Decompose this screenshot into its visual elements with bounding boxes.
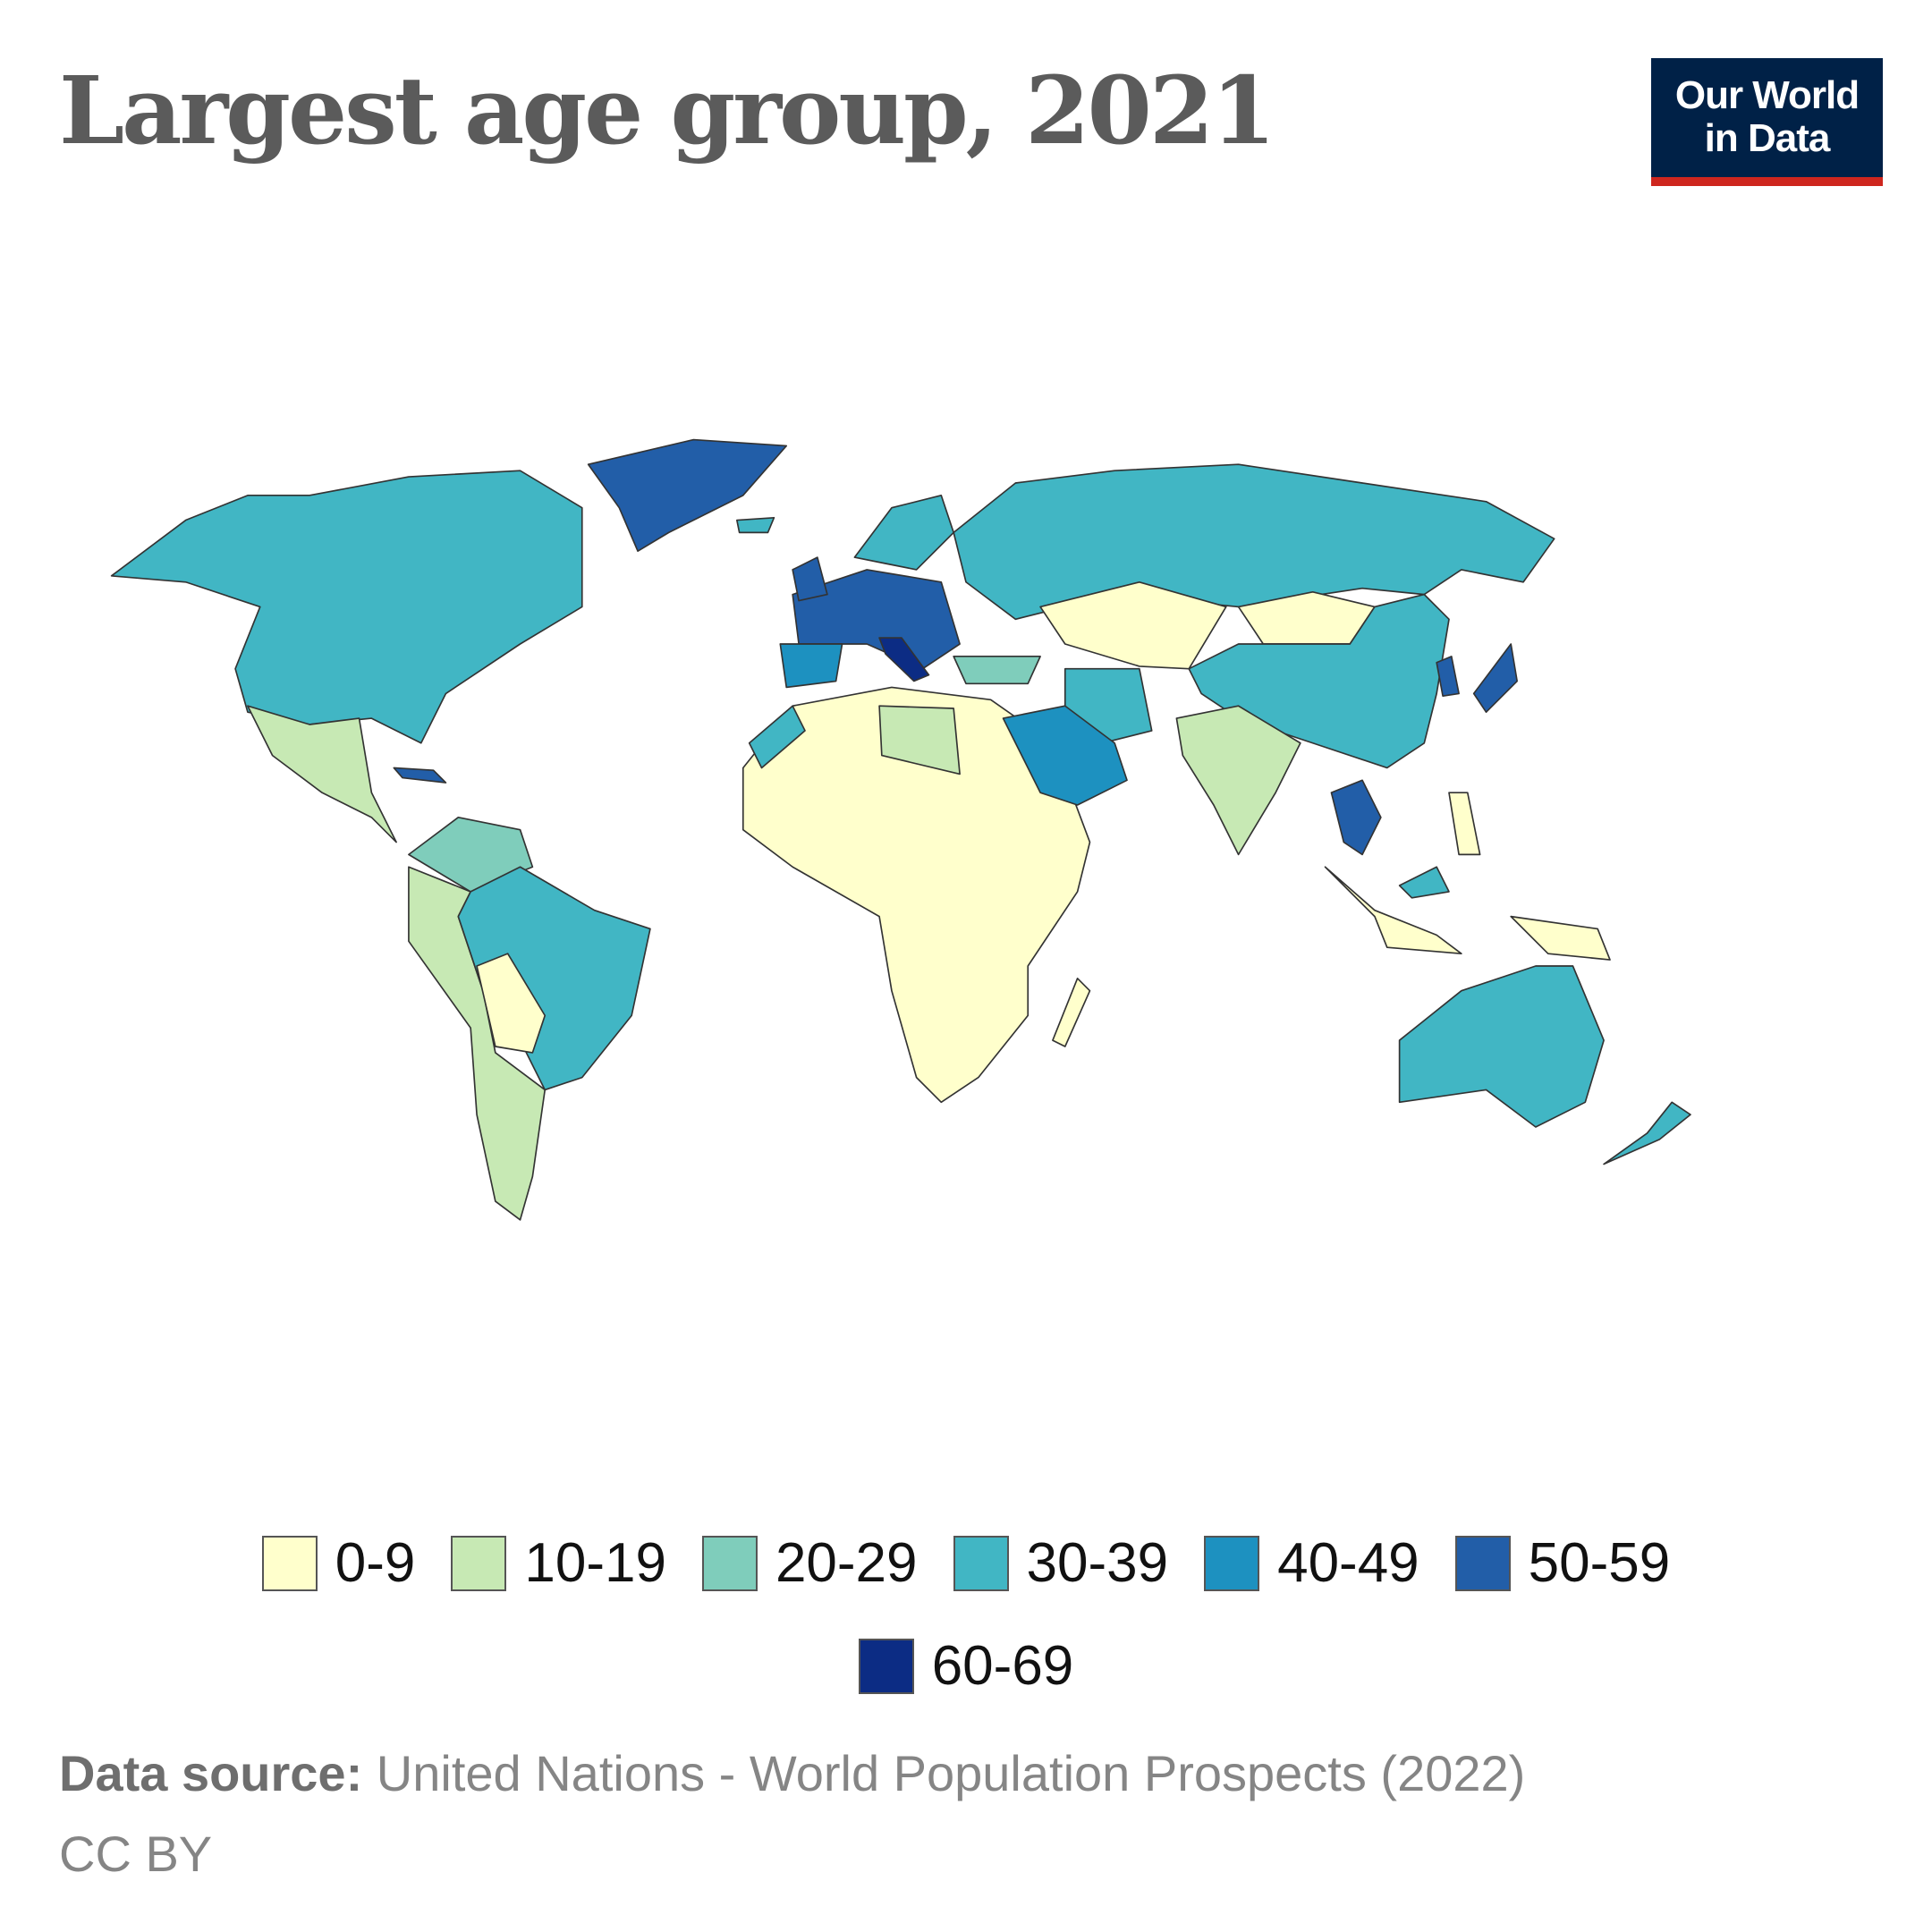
region-africa[interactable] <box>741 686 1091 1104</box>
region-saudi-arabia[interactable] <box>1002 705 1128 806</box>
legend-item-40-49[interactable]: 40-49 <box>1204 1531 1419 1595</box>
region-colombia-venezuela[interactable] <box>408 817 534 893</box>
legend-swatch <box>858 1638 914 1694</box>
legend-label: 60-69 <box>931 1635 1074 1697</box>
region-scandinavia[interactable] <box>853 495 954 571</box>
legend-swatch <box>261 1535 318 1591</box>
legend-label: 50-59 <box>1528 1532 1671 1594</box>
region-thailand[interactable] <box>1330 779 1382 856</box>
region-india[interactable] <box>1175 705 1301 856</box>
license[interactable]: CC BY <box>59 1826 213 1882</box>
data-source-text[interactable]: United Nations - World Population Prospe… <box>362 1745 1526 1801</box>
legend-swatch <box>451 1535 507 1591</box>
region-brazil[interactable] <box>457 866 651 1091</box>
legend-item-0-9[interactable]: 0-9 <box>261 1531 416 1595</box>
legend-label: 30-39 <box>1026 1532 1169 1594</box>
chart-title: Largest age group, 2021 <box>59 55 1276 165</box>
data-source: Data source: United Nations - World Popu… <box>59 1744 1525 1802</box>
region-russia[interactable] <box>953 463 1555 621</box>
legend-label: 0-9 <box>335 1532 416 1594</box>
region-turkey[interactable] <box>953 656 1041 685</box>
region-north-america[interactable] <box>110 470 583 744</box>
region-new-zealand[interactable] <box>1603 1101 1691 1165</box>
legend-label: 10-19 <box>524 1532 666 1594</box>
logo-line-1: Our World <box>1674 73 1860 117</box>
legend-item-20-29[interactable]: 20-29 <box>701 1531 918 1595</box>
region-iberia[interactable] <box>779 643 843 689</box>
region-mexico-central-america[interactable] <box>247 705 397 843</box>
region-australia[interactable] <box>1398 965 1605 1128</box>
region-iceland[interactable] <box>736 516 775 534</box>
legend-item-60-69[interactable]: 60-69 <box>858 1634 1074 1698</box>
legend-label: 20-29 <box>775 1532 918 1594</box>
region-morocco[interactable] <box>748 705 806 769</box>
legend-swatch <box>1204 1535 1260 1591</box>
legend-label: 40-49 <box>1277 1532 1419 1594</box>
region-korea[interactable] <box>1436 656 1460 697</box>
owid-logo[interactable]: Our World in Data <box>1651 58 1883 186</box>
region-uk[interactable] <box>792 556 828 602</box>
region-cuba[interactable] <box>393 767 447 784</box>
region-libya[interactable] <box>878 705 961 775</box>
legend-swatch <box>701 1535 758 1591</box>
region-papua-new-guinea[interactable] <box>1510 915 1611 961</box>
legend-item-10-19[interactable]: 10-19 <box>451 1531 666 1595</box>
region-bolivia-paraguay[interactable] <box>476 953 547 1054</box>
logo-line-2: in Data <box>1704 116 1831 160</box>
region-italy[interactable] <box>878 637 930 682</box>
region-indonesia[interactable] <box>1324 866 1462 954</box>
legend-swatch <box>1454 1535 1511 1591</box>
region-malaysia[interactable] <box>1398 866 1450 899</box>
legend-item-30-39[interactable]: 30-39 <box>953 1531 1169 1595</box>
region-madagascar[interactable] <box>1052 978 1091 1047</box>
region-japan[interactable] <box>1472 643 1518 713</box>
legend: 0-9 10-19 20-29 30-39 40-49 50-59 60-69 <box>0 1531 1932 1698</box>
legend-swatch <box>953 1535 1009 1591</box>
region-philippines[interactable] <box>1448 792 1481 856</box>
region-greenland[interactable] <box>587 438 788 552</box>
legend-item-50-59[interactable]: 50-59 <box>1454 1531 1671 1595</box>
data-source-label: Data source: <box>59 1745 363 1801</box>
